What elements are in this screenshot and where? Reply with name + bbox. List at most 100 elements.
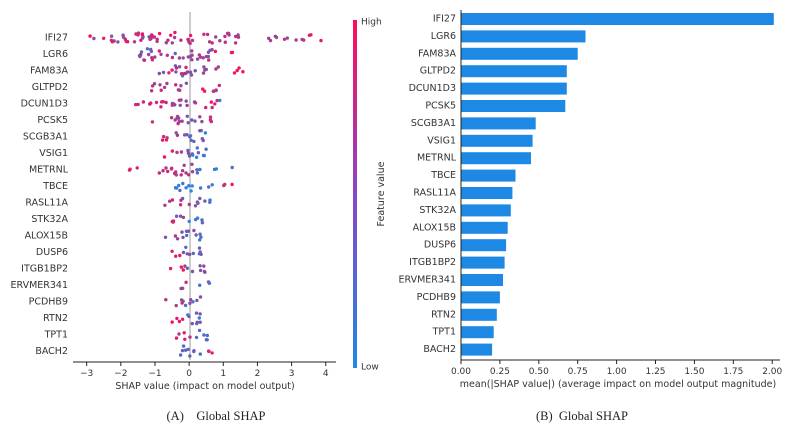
shap-point xyxy=(203,199,207,203)
importance-bar xyxy=(461,30,586,43)
shap-point xyxy=(141,100,146,104)
shap-point xyxy=(188,354,192,358)
shap-point xyxy=(223,34,227,39)
shap-point xyxy=(213,102,217,106)
shap-point xyxy=(319,38,323,43)
shap-point xyxy=(184,280,188,284)
shap-point xyxy=(217,83,221,88)
shap-point xyxy=(88,34,92,38)
shap-point xyxy=(210,41,214,45)
beeswarm-feature-labels: IFI27 LGR6 FAM83A GLTPD2 DCUN1D3 PCSK5 SCGB3A1… xyxy=(10,33,68,358)
importance-bar xyxy=(461,169,516,182)
shap-point xyxy=(230,182,234,187)
importance-bar xyxy=(461,13,774,25)
beeswarm-feature-label: RASL11A xyxy=(25,198,68,209)
shap-point xyxy=(170,198,175,202)
beeswarm-feature-label: LGR6 xyxy=(43,49,68,60)
beeswarm-tick-label: 2 xyxy=(255,369,261,379)
bar-feature-label: RTN2 xyxy=(431,309,456,320)
shap-point xyxy=(173,51,177,56)
shap-point xyxy=(150,120,155,124)
importance-bar xyxy=(461,65,567,78)
beeswarm-tick-label: −3 xyxy=(80,369,93,379)
shap-point xyxy=(188,134,193,138)
shap-point xyxy=(180,169,185,173)
shap-point xyxy=(208,48,212,52)
shap-point xyxy=(209,100,213,104)
importance-bar xyxy=(461,117,536,130)
importance-bar xyxy=(461,326,494,339)
shap-point xyxy=(186,173,191,177)
shap-point xyxy=(207,40,212,44)
shap-point xyxy=(186,313,190,317)
shap-point xyxy=(195,298,199,303)
importance-bar xyxy=(461,204,511,217)
shap-point xyxy=(294,38,298,42)
shap-point xyxy=(191,153,195,157)
shap-point xyxy=(234,34,238,39)
shap-point xyxy=(188,335,192,339)
shap-point xyxy=(204,147,208,151)
beeswarm-feature-label: IFI27 xyxy=(45,33,68,44)
bar-feature-label: DUSP6 xyxy=(424,240,456,251)
shap-point xyxy=(175,150,179,155)
shap-point xyxy=(200,218,204,222)
shap-point xyxy=(197,316,201,320)
shap-point xyxy=(199,128,203,133)
shap-point xyxy=(179,150,184,154)
shap-point xyxy=(174,70,178,74)
shap-point xyxy=(188,33,193,38)
shap-point xyxy=(187,184,191,188)
shap-point xyxy=(202,264,206,268)
shap-point xyxy=(210,183,214,187)
shap-point xyxy=(181,344,186,348)
shap-point xyxy=(145,47,150,51)
shap-point xyxy=(186,347,190,352)
shap-point xyxy=(193,119,197,123)
shap-point xyxy=(167,71,171,75)
shap-point xyxy=(140,33,145,37)
shap-point xyxy=(233,41,238,45)
shap-point xyxy=(170,55,175,60)
importance-bar xyxy=(461,291,500,304)
shap-point xyxy=(195,57,200,61)
importance-bar xyxy=(461,343,493,356)
shap-point xyxy=(178,353,183,357)
bar-feature-label: GLTPD2 xyxy=(420,66,456,77)
shap-point xyxy=(173,234,178,238)
shap-point xyxy=(200,137,204,141)
shap-point xyxy=(197,53,201,57)
importance-bar xyxy=(461,239,507,252)
shap-point xyxy=(186,121,190,125)
shap-point xyxy=(174,83,178,87)
shap-point xyxy=(202,65,206,69)
shap-point xyxy=(198,320,202,324)
shap-point xyxy=(232,71,237,75)
beeswarm-feature-label: METRNL xyxy=(29,165,69,176)
shap-point xyxy=(147,52,151,57)
shap-point xyxy=(190,269,195,274)
bar-tick-label: 0.00 xyxy=(451,367,471,377)
shap-point xyxy=(218,98,222,103)
shap-point xyxy=(193,217,198,222)
shap-point xyxy=(193,204,198,208)
shap-point xyxy=(190,184,194,188)
shap-point xyxy=(201,71,206,75)
shap-point xyxy=(230,50,235,55)
beeswarm-points xyxy=(88,30,323,358)
bar-feature-label: BACH2 xyxy=(423,344,456,355)
shap-point xyxy=(132,40,137,44)
shap-point xyxy=(170,320,174,324)
beeswarm-tick-label: −1 xyxy=(148,369,161,379)
shap-point xyxy=(235,68,239,73)
shap-point xyxy=(204,54,209,59)
shap-point xyxy=(160,138,165,142)
shap-point xyxy=(162,155,167,159)
shap-point xyxy=(223,182,227,187)
shap-point xyxy=(282,37,287,41)
shap-point xyxy=(179,286,183,291)
shap-point xyxy=(198,295,203,299)
shap-point xyxy=(177,56,182,60)
shap-point xyxy=(173,186,178,190)
